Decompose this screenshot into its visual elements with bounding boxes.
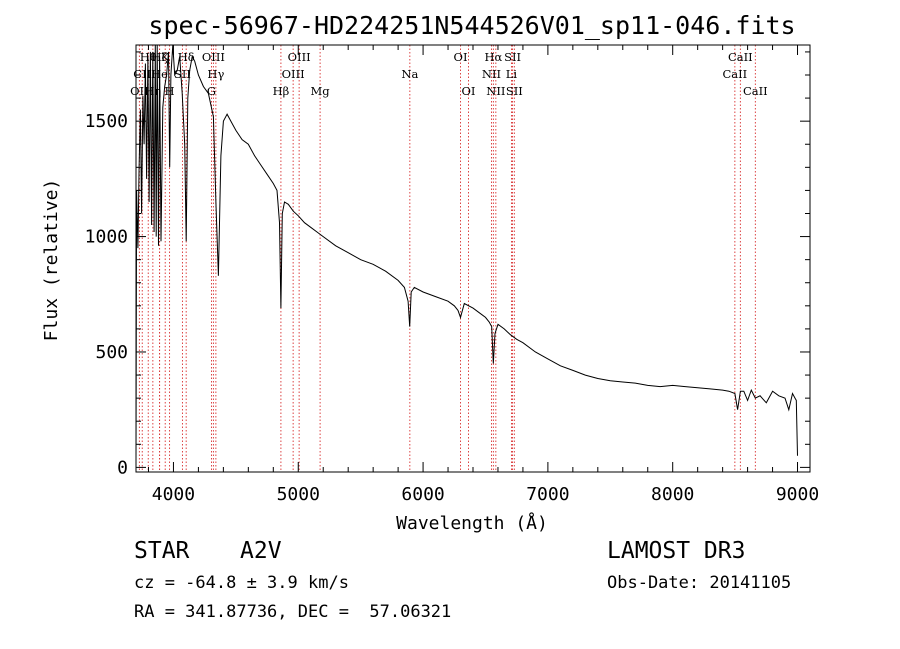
spectral-line-label: SII bbox=[504, 50, 521, 64]
x-axis-label: Wavelength (Å) bbox=[396, 512, 548, 534]
x-tick-label: 9000 bbox=[776, 484, 819, 505]
y-tick-label: 1000 bbox=[85, 227, 128, 248]
spectral-line-labels: OIICIIHθHηHζHeKHSIIHδGOIIIHγHβOIIIOIIIMg… bbox=[130, 50, 768, 98]
spectral-line-label: CaII bbox=[728, 50, 753, 64]
y-tick-label: 500 bbox=[95, 342, 128, 363]
y-tick-label: 1500 bbox=[85, 111, 128, 132]
spectral-line-label: OIII bbox=[282, 67, 305, 81]
flux-series-line bbox=[135, 44, 798, 461]
x-tick-label: 5000 bbox=[277, 484, 320, 505]
plot-frame bbox=[135, 44, 811, 473]
spectral-line-label: K bbox=[161, 50, 170, 64]
axis-ticks: 4000 5000 6000 7000 8000 9000 0 500 1000 1500 bbox=[85, 45, 819, 505]
spectral-line-label: CaII bbox=[743, 84, 768, 98]
spectral-line-label: OI bbox=[462, 84, 476, 98]
spectral-line-label: Na bbox=[401, 67, 418, 81]
x-tick-label: 7000 bbox=[526, 484, 569, 505]
spectral-line-label: Hβ bbox=[273, 84, 290, 98]
spectral-line-label: SII bbox=[506, 84, 523, 98]
spectral-line-label: CII bbox=[133, 67, 151, 81]
object-subclass: A2V bbox=[240, 538, 282, 564]
sky-coordinates: RA = 341.87736, DEC = 57.06321 bbox=[134, 602, 452, 622]
survey-name: LAMOST DR3 bbox=[607, 538, 746, 564]
x-tick-label: 6000 bbox=[401, 484, 444, 505]
spectral-line-label: NII bbox=[482, 67, 501, 81]
y-tick-label: 0 bbox=[117, 457, 128, 478]
spectral-line-label: Li bbox=[506, 67, 518, 81]
redshift-cz: cz = -64.8 ± 3.9 km/s bbox=[134, 573, 349, 593]
spectral-line-label: OIII bbox=[288, 50, 311, 64]
x-tick-label: 8000 bbox=[651, 484, 694, 505]
chart-title: spec-56967-HD224251N544526V01_sp11-046.f… bbox=[148, 11, 795, 40]
spectral-line-label: OIII bbox=[202, 50, 225, 64]
spectral-lines-layer bbox=[138, 45, 756, 472]
x-tick-label: 4000 bbox=[152, 484, 195, 505]
spectral-line-label: NII bbox=[486, 84, 505, 98]
spectral-line-label: Hα bbox=[484, 50, 502, 64]
spectral-line-label: OI bbox=[454, 50, 468, 64]
spectral-line-label: Mg bbox=[311, 84, 331, 98]
object-type: STAR bbox=[134, 538, 190, 564]
spectral-line-label: Hδ bbox=[178, 50, 195, 64]
spectral-line-label: OII bbox=[130, 84, 149, 98]
observation-date: Obs-Date: 20141105 bbox=[607, 573, 792, 593]
spectral-line-label: Hγ bbox=[207, 67, 224, 81]
y-axis-label: Flux (relative) bbox=[41, 179, 62, 342]
spectral-line-label: G bbox=[207, 84, 216, 98]
spectral-line-label: SII bbox=[174, 67, 191, 81]
spectral-line-label: H bbox=[165, 84, 175, 98]
spectral-line-label: CaII bbox=[722, 67, 747, 81]
